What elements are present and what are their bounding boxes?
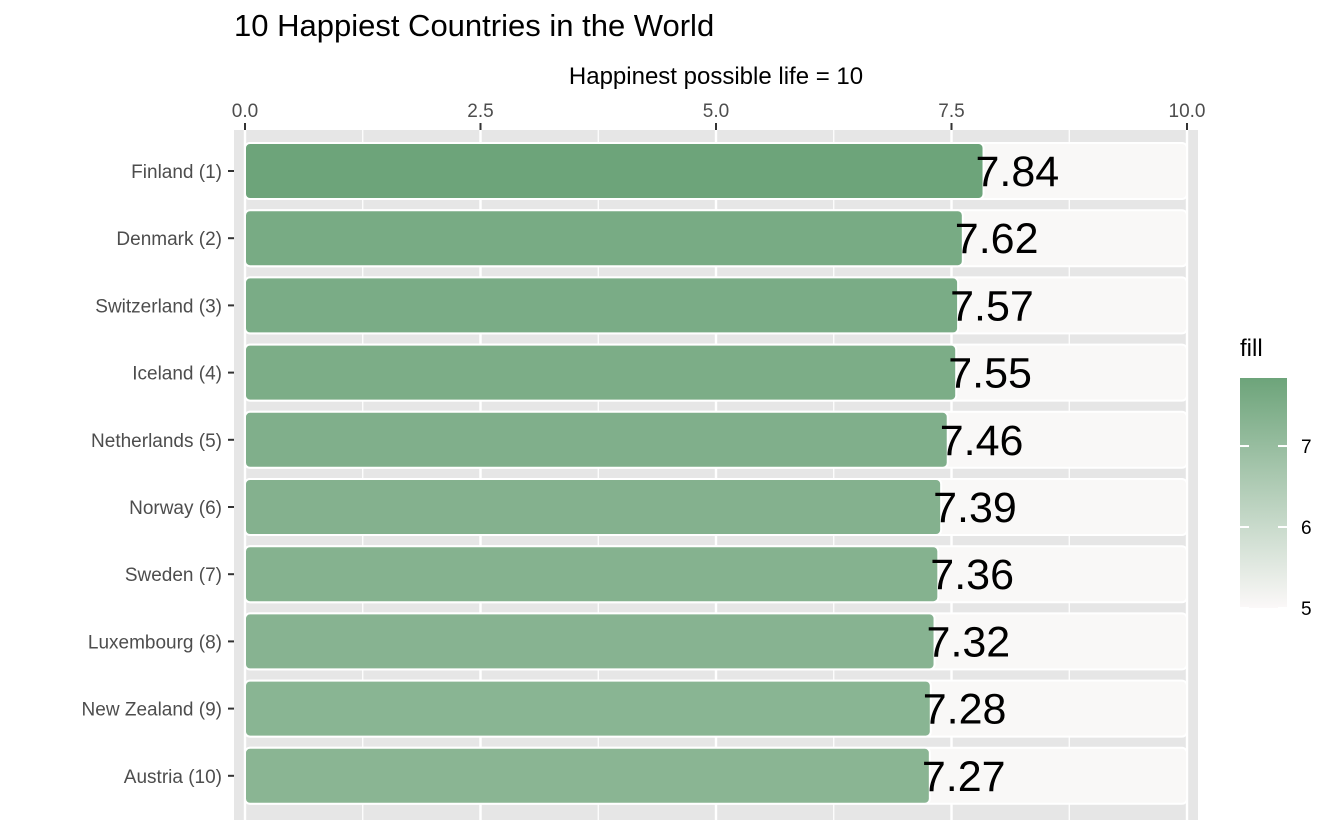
bar-value-label: 7.32 — [927, 618, 1011, 666]
x-tick-label: 0.0 — [232, 101, 258, 122]
y-tick-label: Finland (1) — [131, 162, 222, 183]
y-tick-label: Sweden (7) — [125, 565, 222, 586]
bar — [244, 612, 936, 671]
bar-value-label: 7.39 — [933, 484, 1017, 532]
y-tick-label: Norway (6) — [129, 498, 222, 519]
x-axis-label: Happinest possible life = 10 — [568, 63, 864, 90]
bar-value-label: 7.84 — [976, 148, 1060, 196]
x-tick-label: 2.5 — [467, 101, 493, 122]
bar — [244, 276, 960, 335]
bar-value-label: 7.36 — [930, 551, 1014, 599]
legend-colorbar — [1240, 378, 1287, 608]
bar — [244, 478, 943, 536]
x-tick-label: 10.0 — [1169, 101, 1206, 122]
legend-tick-label: 6 — [1301, 518, 1312, 539]
x-axis: 0.0 2.5 5.0 7.5 10.0 — [232, 101, 1206, 130]
y-tick-label: Denmark (2) — [116, 229, 222, 250]
legend-tick-label: 7 — [1301, 437, 1312, 458]
bar — [244, 410, 949, 469]
y-tick-label: Luxembourg (8) — [88, 632, 222, 653]
x-tick-label: 5.0 — [703, 101, 729, 122]
y-tick-label: Iceland (4) — [132, 364, 222, 385]
bar-value-label: 7.27 — [922, 753, 1006, 801]
bar-value-label: 7.28 — [923, 686, 1007, 734]
bar — [244, 679, 932, 738]
bar — [244, 343, 958, 402]
y-tick-label: Austria (10) — [124, 767, 222, 788]
bar-value-label: 7.55 — [948, 350, 1032, 398]
y-axis: Finland (1) Denmark (2) Switzerland (3) Ice… — [82, 162, 234, 788]
legend-tick-label: 5 — [1301, 599, 1312, 620]
bar-value-label: 7.57 — [950, 282, 1034, 330]
bar — [244, 545, 940, 604]
chart-title: 10 Happiest Countries in the World — [234, 8, 715, 43]
bar-value-label: 7.46 — [940, 417, 1024, 465]
bar — [244, 209, 964, 268]
y-tick-label: Netherlands (5) — [91, 431, 222, 452]
bar-value-label: 7.62 — [955, 215, 1039, 263]
value-labels: 7.84 7.62 7.57 7.55 7.46 7.39 7.36 7.32 7.28 7.27 — [922, 148, 1059, 801]
x-tick-label: 7.5 — [938, 101, 964, 122]
y-tick-label: New Zealand (9) — [82, 700, 222, 721]
bar — [244, 142, 985, 200]
bars — [244, 142, 985, 805]
legend-title: fill — [1240, 335, 1263, 362]
bar — [244, 746, 931, 805]
legend: 5 6 7 — [1240, 437, 1312, 620]
y-tick-label: Switzerland (3) — [95, 296, 222, 317]
